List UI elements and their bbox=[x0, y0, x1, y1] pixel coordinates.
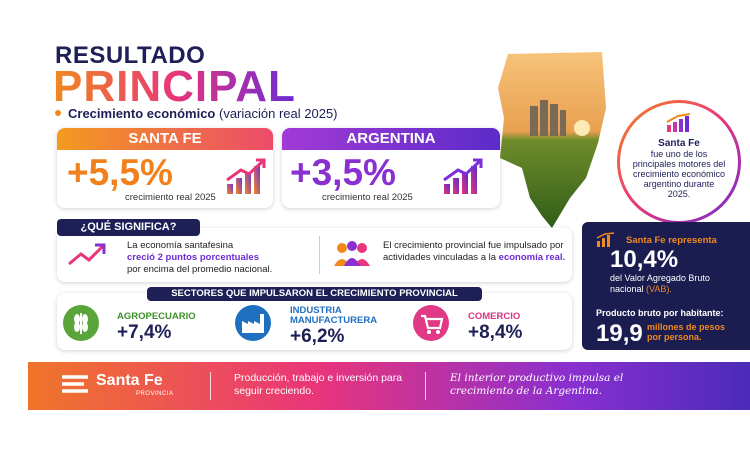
stats-text: del Valor Agregado Bruto nacional (VAB). bbox=[610, 273, 735, 295]
meaning-text: La economía santafesina bbox=[127, 240, 234, 251]
sector-icon bbox=[235, 305, 271, 341]
meaning-item1: La economía santafesina creció 2 puntos … bbox=[127, 240, 327, 276]
card-argentina: ARGENTINA +3,5% crecimiento real 2025 bbox=[282, 128, 500, 208]
meaning-box: La economía santafesina creció 2 puntos … bbox=[57, 228, 572, 282]
sector-value: +6,2% bbox=[290, 326, 345, 347]
callout-text: fue uno de los principales motores del c… bbox=[632, 149, 726, 199]
people-icon bbox=[334, 241, 370, 266]
logo-name: Santa Fe bbox=[96, 372, 163, 389]
stats-heading: Santa Fe representa bbox=[626, 235, 717, 246]
meaning-highlight: creció 2 puntos porcentuales bbox=[127, 252, 259, 263]
sector-name: INDUSTRIA MANUFACTURERA bbox=[290, 305, 378, 326]
province-map-photo bbox=[498, 52, 606, 228]
sectors-box bbox=[57, 293, 572, 350]
per-capita-label: Producto bruto por habitante: bbox=[596, 308, 724, 318]
logo-sub: PROVINCIA bbox=[136, 391, 174, 397]
growth-icon bbox=[226, 158, 266, 194]
title-line1: RESULTADO bbox=[55, 42, 206, 69]
meaning-text: El crecimiento provincial fue impulsado … bbox=[383, 240, 564, 263]
sector-value: +7,4% bbox=[117, 322, 172, 343]
sector-name: AGROPECUARIO bbox=[117, 311, 196, 322]
logo-mark bbox=[62, 375, 88, 393]
divider bbox=[319, 236, 320, 274]
card-caption: crecimiento real 2025 bbox=[322, 192, 413, 203]
cart-icon bbox=[421, 314, 444, 334]
footer: Santa Fe PROVINCIA Producción, trabajo e… bbox=[28, 362, 750, 410]
per-capita-unit: millones de pesos por persona. bbox=[647, 322, 726, 342]
title-line2: PRINCIPAL bbox=[53, 62, 296, 111]
meaning-highlight: economía real. bbox=[498, 252, 566, 263]
meaning-text: por encima del promedio nacional. bbox=[127, 264, 273, 275]
callout-ring: Santa Fe fue uno de los principales moto… bbox=[617, 100, 741, 224]
divider bbox=[425, 372, 426, 400]
stats-desc: del Valor Agregado Bruto nacional bbox=[610, 273, 710, 294]
footer-slogan: El interior productivo impulsa el crecim… bbox=[450, 372, 624, 397]
subtitle-bold: Crecimiento económico bbox=[68, 106, 216, 121]
wheat-icon bbox=[74, 313, 88, 334]
per-capita-value: 19,9 bbox=[596, 320, 643, 347]
trend-icon bbox=[68, 243, 106, 266]
sector-value: +8,4% bbox=[468, 322, 523, 343]
callout-region: Santa Fe bbox=[658, 138, 700, 149]
growth-icon bbox=[443, 158, 483, 194]
subtitle: Crecimiento económico (variación real 20… bbox=[68, 106, 338, 121]
stats-icon bbox=[596, 232, 615, 247]
card-header: ARGENTINA bbox=[282, 128, 500, 150]
card-santa-fe: SANTA FE +5,5% crecimiento real 2025 bbox=[57, 128, 273, 208]
card-header: SANTA FE bbox=[57, 128, 273, 150]
sector-icon bbox=[413, 305, 449, 341]
sector-name: COMERCIO bbox=[468, 311, 521, 322]
card-value: +5,5% bbox=[67, 152, 173, 193]
card-caption: crecimiento real 2025 bbox=[125, 192, 216, 203]
sector-icon bbox=[63, 305, 99, 341]
factory-icon bbox=[242, 314, 264, 333]
bullet bbox=[55, 110, 61, 116]
sectors-title: SECTORES QUE IMPULSARON EL CRECIMIENTO P… bbox=[147, 287, 482, 301]
callout: Santa Fe fue uno de los principales moto… bbox=[620, 103, 738, 221]
divider bbox=[210, 372, 211, 400]
footer-tagline: Producción, trabajo e inversión para seg… bbox=[234, 372, 403, 397]
meaning-title: ¿QUÉ SIGNIFICA? bbox=[57, 219, 200, 236]
callout-icon bbox=[666, 113, 691, 132]
card-value: +3,5% bbox=[290, 152, 396, 193]
stats-value: 10,4% bbox=[610, 246, 679, 273]
subtitle-rest: (variación real 2025) bbox=[219, 106, 338, 121]
stats-highlight: (VAB). bbox=[646, 284, 672, 294]
stats-panel: Santa Fe representa 10,4% del Valor Agre… bbox=[582, 222, 750, 350]
meaning-item2: El crecimiento provincial fue impulsado … bbox=[383, 240, 573, 264]
